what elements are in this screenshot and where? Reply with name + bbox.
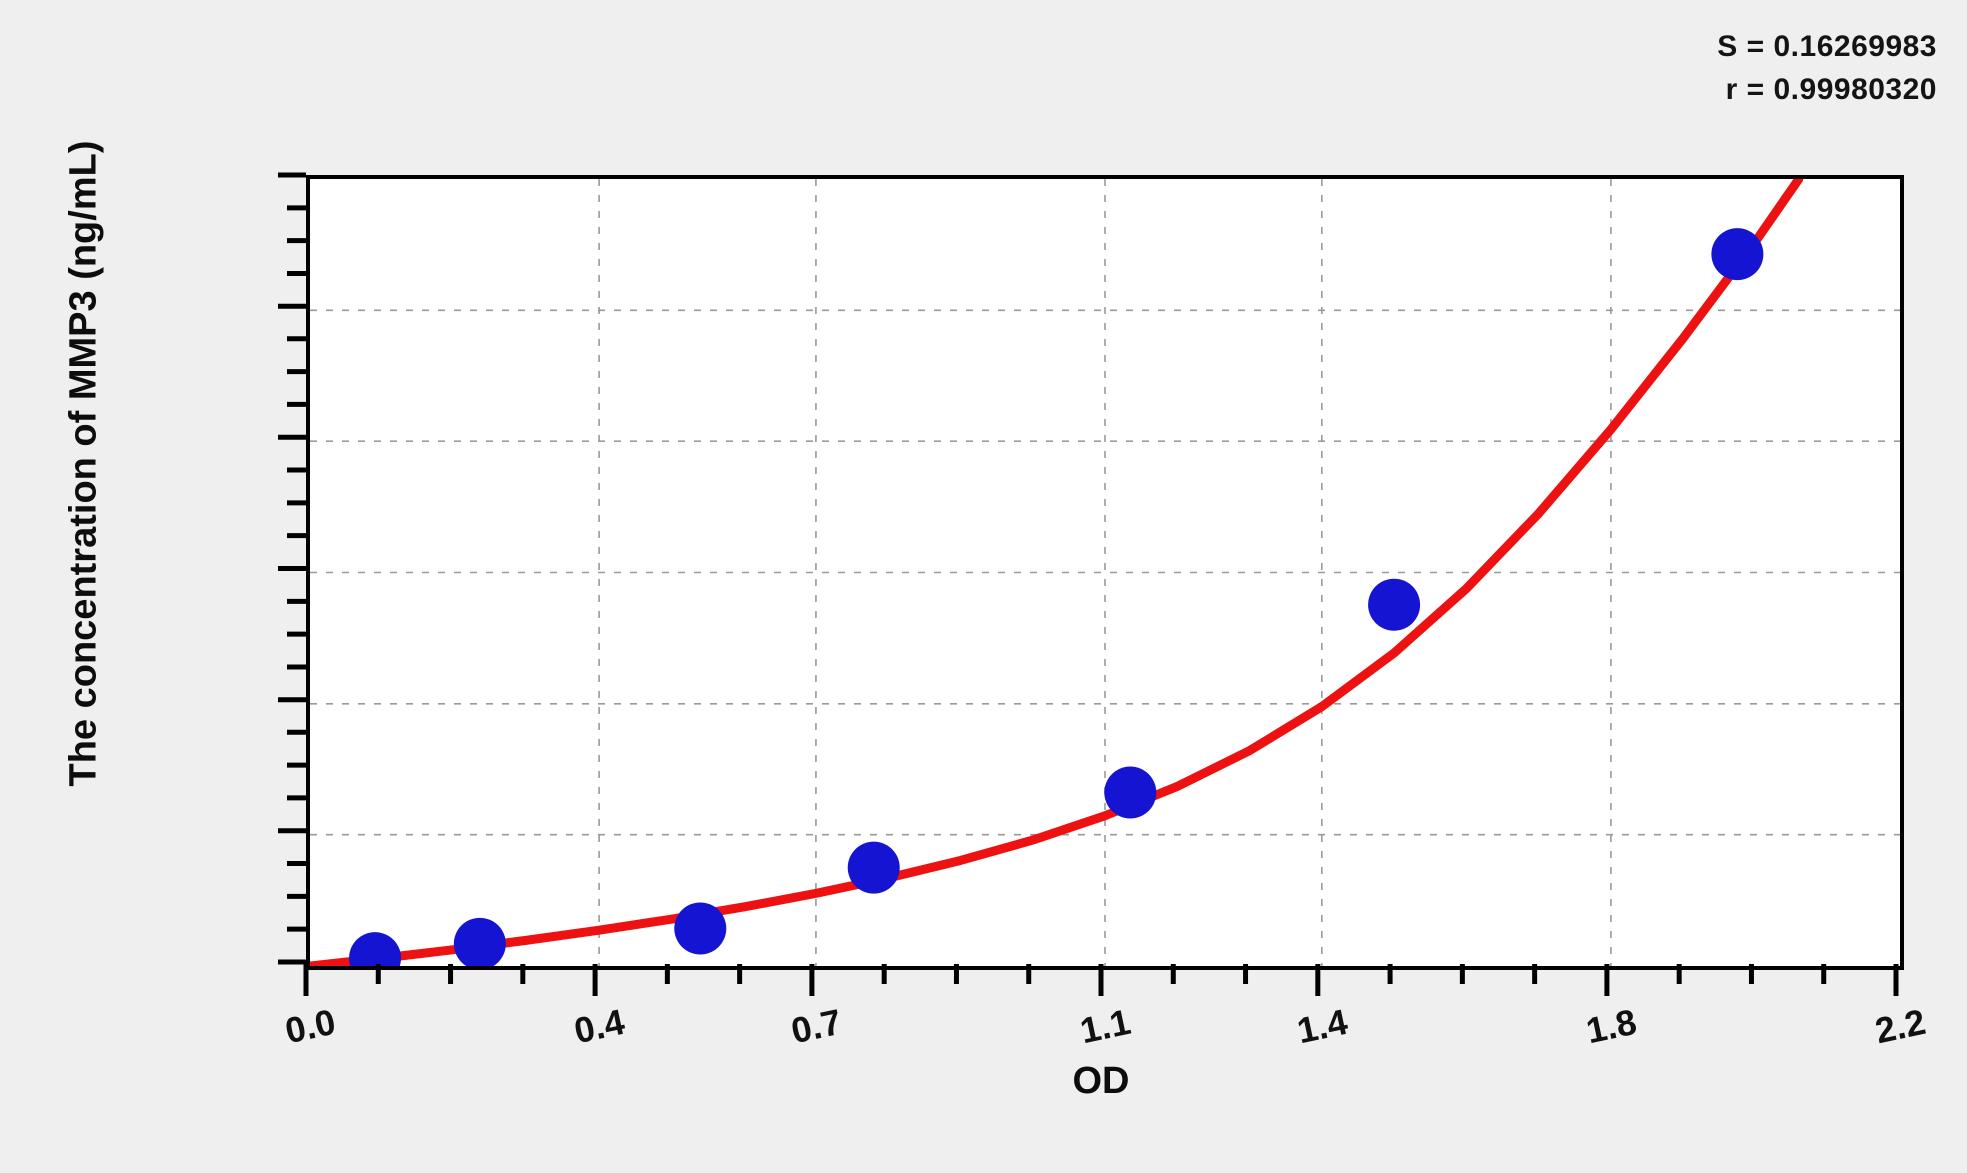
x-tick-label: 0.0 [281, 1000, 340, 1052]
data-point-1[interactable] [453, 917, 506, 966]
data-point-0[interactable] [349, 932, 402, 966]
data-point-3[interactable] [847, 841, 900, 894]
x-tick-label: 1.8 [1582, 1000, 1640, 1052]
correlation-annotation: r = 0.99980320 [1725, 72, 1937, 106]
x-tick-label: 0.7 [787, 1000, 845, 1052]
x-tick-label: 0.4 [570, 1000, 629, 1052]
fitted-curve [310, 179, 1804, 966]
data-point-5[interactable] [1368, 578, 1421, 631]
gridlines [310, 179, 1900, 966]
data-point-2[interactable] [674, 902, 727, 955]
data-point-6[interactable] [1711, 228, 1764, 281]
data-point-4[interactable] [1104, 766, 1157, 819]
data-markers [349, 228, 1764, 966]
slope-annotation: S = 0.16269983 [1717, 30, 1937, 63]
x-tick-label: 1.4 [1293, 1000, 1351, 1052]
x-tick-label: 2.2 [1871, 1000, 1930, 1052]
curve-path [310, 179, 1804, 966]
plot-svg [310, 179, 1900, 966]
x-tick-label: 1.1 [1076, 1000, 1135, 1052]
stats-annotation: S = 0.16269983 r = 0.99980320 [1717, 26, 1937, 111]
plot-area [306, 175, 1904, 970]
x-axis-title: OD [1072, 1060, 1130, 1102]
